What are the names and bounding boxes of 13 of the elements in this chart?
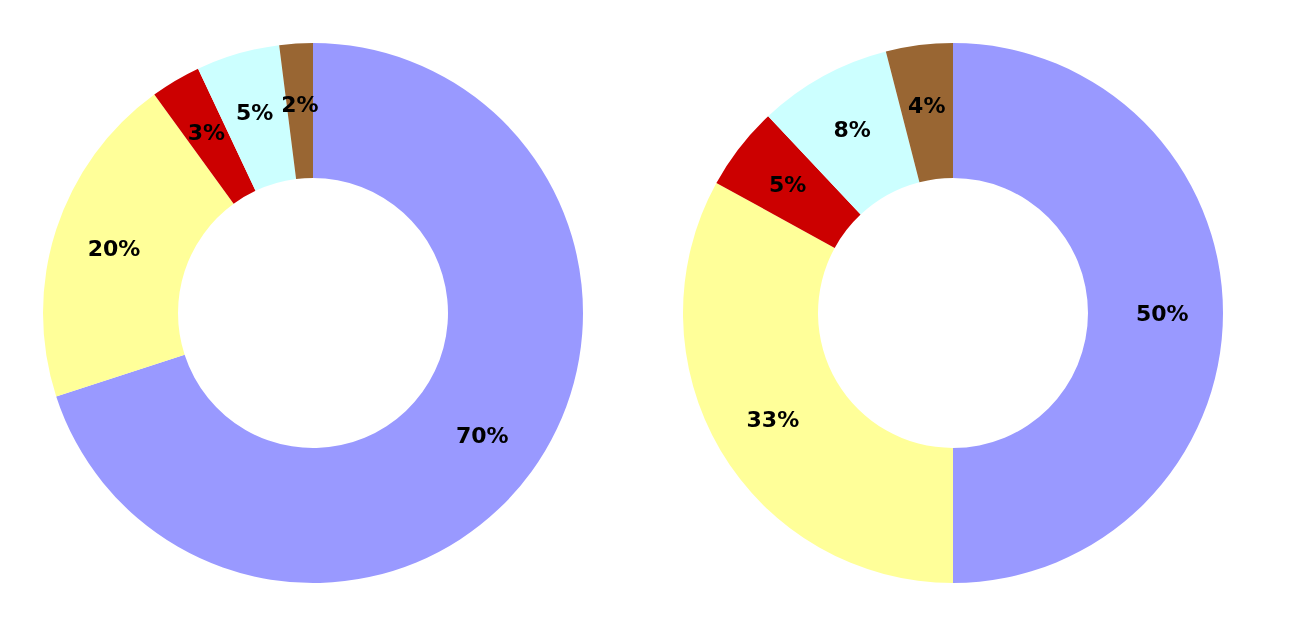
donut-slice — [56, 43, 583, 583]
data-label: 50% — [1135, 300, 1189, 326]
data-label: 5% — [235, 99, 274, 125]
data-label: 70% — [455, 423, 509, 449]
data-label: 3% — [187, 120, 226, 146]
donut-slice — [43, 94, 234, 397]
data-label: 5% — [768, 172, 807, 198]
data-label: 20% — [87, 235, 141, 261]
data-label: 8% — [833, 117, 871, 143]
data-label: 4% — [908, 92, 946, 118]
donut-slice — [885, 43, 953, 183]
data-label: 33% — [746, 407, 800, 433]
donut-slice — [953, 43, 1223, 583]
